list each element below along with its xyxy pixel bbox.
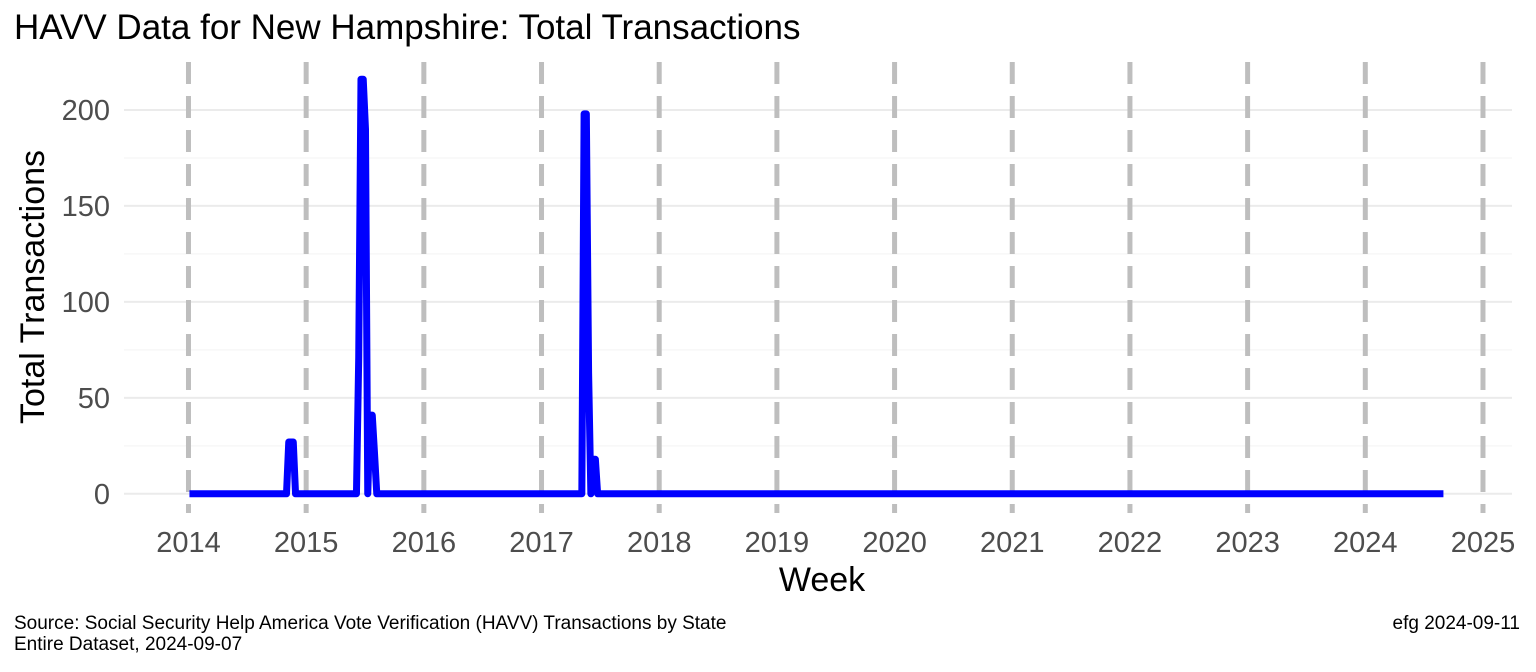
x-tick-label: 2014 [156, 527, 221, 559]
x-tick-label: 2015 [274, 527, 339, 559]
credit-note: efg 2024-09-11 [1392, 613, 1520, 634]
x-axis-title: Week [779, 561, 866, 599]
y-tick-label: 100 [62, 287, 110, 319]
data-series [189, 75, 1444, 498]
y-tick-label: 50 [78, 383, 110, 415]
x-tick-label: 2024 [1333, 527, 1398, 559]
chart-title: HAVV Data for New Hampshire: Total Trans… [14, 8, 801, 47]
source-note: Source: Social Security Help America Vot… [14, 613, 726, 655]
y-tick-labels: 0 50 100 150 200 [62, 95, 110, 511]
x-tick-label: 2018 [627, 527, 692, 559]
x-tick-label: 2017 [509, 527, 574, 559]
x-tick-label: 2022 [1098, 527, 1163, 559]
source-line-2: Entire Dataset, 2024-09-07 [14, 634, 243, 655]
source-line-1: Source: Social Security Help America Vot… [14, 613, 727, 634]
x-tick-label: 2023 [1215, 527, 1280, 559]
x-tick-label: 2019 [745, 527, 810, 559]
series-line [189, 75, 1444, 498]
x-tick-label: 2021 [980, 527, 1045, 559]
y-axis-title: Total Transactions [14, 150, 52, 424]
year-dashed-lines [185, 62, 1486, 513]
y-tick-label: 200 [62, 95, 110, 127]
x-tick-labels: 2014 2015 2016 2017 2018 2019 2020 2021 2022 2023… [156, 527, 1515, 559]
y-major-gridlines [124, 108, 1512, 495]
y-tick-label: 0 [94, 479, 110, 511]
y-tick-label: 150 [62, 191, 110, 223]
x-tick-label: 2025 [1451, 527, 1516, 559]
x-tick-label: 2016 [392, 527, 457, 559]
x-tick-label: 2020 [862, 527, 927, 559]
